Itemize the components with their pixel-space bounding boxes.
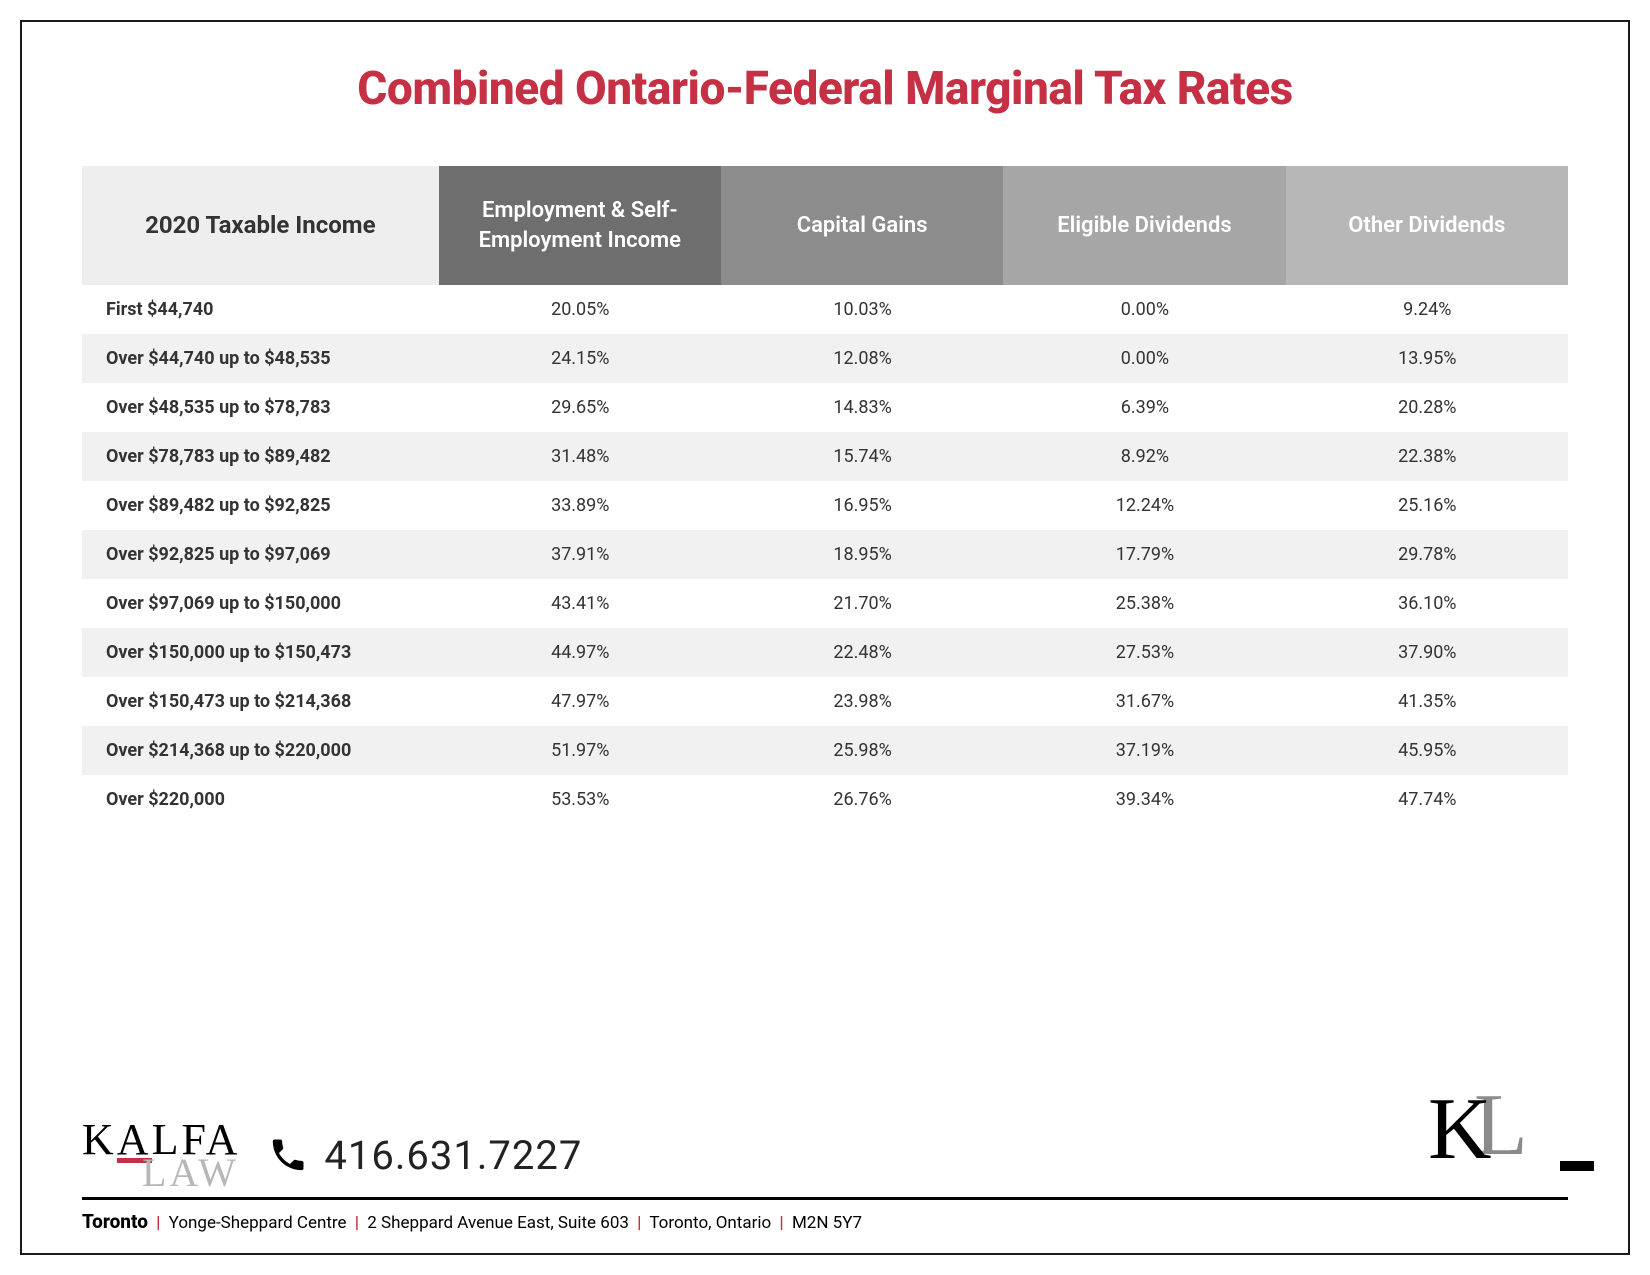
value-cell: 10.03%: [721, 285, 1003, 334]
logo-line2: LAW: [142, 1157, 240, 1189]
value-cell: 25.38%: [1003, 579, 1285, 628]
table-header-row: 2020 Taxable Income Employment & Self-Em…: [82, 166, 1568, 285]
value-cell: 18.95%: [721, 530, 1003, 579]
footer-left-group: KALFA LAW 416.631.7227: [82, 1122, 582, 1189]
table-row: Over $220,00053.53%26.76%39.34%47.74%: [82, 775, 1568, 824]
value-cell: 36.10%: [1286, 579, 1568, 628]
footer-top-row: KALFA LAW 416.631.7227 L K: [82, 1099, 1568, 1200]
address-sep: |: [351, 1213, 363, 1233]
value-cell: 20.28%: [1286, 383, 1568, 432]
value-cell: 25.16%: [1286, 481, 1568, 530]
monogram-k: K: [1428, 1099, 1492, 1161]
bracket-cell: Over $48,535 up to $78,783: [82, 383, 439, 432]
value-cell: 27.53%: [1003, 628, 1285, 677]
value-cell: 29.65%: [439, 383, 721, 432]
address-part-3: M2N 5Y7: [792, 1213, 862, 1233]
col-header-income: 2020 Taxable Income: [82, 166, 439, 285]
bracket-cell: Over $44,740 up to $48,535: [82, 334, 439, 383]
value-cell: 14.83%: [721, 383, 1003, 432]
kl-monogram: L K: [1428, 1099, 1568, 1189]
value-cell: 31.67%: [1003, 677, 1285, 726]
value-cell: 24.15%: [439, 334, 721, 383]
value-cell: 26.76%: [721, 775, 1003, 824]
value-cell: 43.41%: [439, 579, 721, 628]
value-cell: 37.90%: [1286, 628, 1568, 677]
value-cell: 12.24%: [1003, 481, 1285, 530]
table-row: Over $97,069 up to $150,00043.41%21.70%2…: [82, 579, 1568, 628]
address-sep: |: [633, 1213, 645, 1233]
col-header-otherdiv: Other Dividends: [1286, 166, 1568, 285]
value-cell: 37.91%: [439, 530, 721, 579]
value-cell: 44.97%: [439, 628, 721, 677]
table-row: Over $150,000 up to $150,47344.97%22.48%…: [82, 628, 1568, 677]
bracket-cell: Over $92,825 up to $97,069: [82, 530, 439, 579]
table-row: Over $89,482 up to $92,82533.89%16.95%12…: [82, 481, 1568, 530]
value-cell: 21.70%: [721, 579, 1003, 628]
value-cell: 41.35%: [1286, 677, 1568, 726]
address-part-1: 2 Sheppard Avenue East, Suite 603: [367, 1213, 629, 1233]
address-part-2: Toronto, Ontario: [649, 1213, 771, 1233]
col-header-capgains: Capital Gains: [721, 166, 1003, 285]
value-cell: 0.00%: [1003, 285, 1285, 334]
table-row: Over $150,473 up to $214,36847.97%23.98%…: [82, 677, 1568, 726]
phone-number: 416.631.7227: [324, 1132, 582, 1179]
address-sep: |: [152, 1213, 164, 1233]
value-cell: 8.92%: [1003, 432, 1285, 481]
page-footer: KALFA LAW 416.631.7227 L K Toronto | Yon…: [82, 1069, 1568, 1233]
value-cell: 15.74%: [721, 432, 1003, 481]
table-body: First $44,74020.05%10.03%0.00%9.24%Over …: [82, 285, 1568, 824]
bracket-cell: Over $220,000: [82, 775, 439, 824]
bracket-cell: Over $78,783 up to $89,482: [82, 432, 439, 481]
phone-icon: [268, 1135, 308, 1175]
document-page: Combined Ontario-Federal Marginal Tax Ra…: [20, 20, 1630, 1255]
tax-rates-table: 2020 Taxable Income Employment & Self-Em…: [82, 166, 1568, 824]
address-part-0: Yonge-Sheppard Centre: [169, 1213, 347, 1233]
col-header-eligdiv: Eligible Dividends: [1003, 166, 1285, 285]
value-cell: 20.05%: [439, 285, 721, 334]
bracket-cell: Over $214,368 up to $220,000: [82, 726, 439, 775]
value-cell: 23.98%: [721, 677, 1003, 726]
page-title: Combined Ontario-Federal Marginal Tax Ra…: [82, 62, 1568, 116]
kalfa-law-logo: KALFA LAW: [82, 1122, 240, 1189]
value-cell: 17.79%: [1003, 530, 1285, 579]
value-cell: 51.97%: [439, 726, 721, 775]
value-cell: 33.89%: [439, 481, 721, 530]
value-cell: 16.95%: [721, 481, 1003, 530]
value-cell: 6.39%: [1003, 383, 1285, 432]
value-cell: 37.19%: [1003, 726, 1285, 775]
table-row: Over $48,535 up to $78,78329.65%14.83%6.…: [82, 383, 1568, 432]
footer-address: Toronto | Yonge-Sheppard Centre | 2 Shep…: [82, 1200, 1568, 1233]
bracket-cell: First $44,740: [82, 285, 439, 334]
value-cell: 45.95%: [1286, 726, 1568, 775]
value-cell: 31.48%: [439, 432, 721, 481]
value-cell: 29.78%: [1286, 530, 1568, 579]
value-cell: 25.98%: [721, 726, 1003, 775]
table-row: Over $92,825 up to $97,06937.91%18.95%17…: [82, 530, 1568, 579]
value-cell: 47.97%: [439, 677, 721, 726]
table-row: Over $78,783 up to $89,48231.48%15.74%8.…: [82, 432, 1568, 481]
bracket-cell: Over $97,069 up to $150,000: [82, 579, 439, 628]
table-row: Over $44,740 up to $48,53524.15%12.08%0.…: [82, 334, 1568, 383]
address-sep: |: [775, 1213, 787, 1233]
monogram-dash: [1560, 1161, 1594, 1171]
table-row: Over $214,368 up to $220,00051.97%25.98%…: [82, 726, 1568, 775]
table-header: 2020 Taxable Income Employment & Self-Em…: [82, 166, 1568, 285]
value-cell: 0.00%: [1003, 334, 1285, 383]
bracket-cell: Over $89,482 up to $92,825: [82, 481, 439, 530]
value-cell: 9.24%: [1286, 285, 1568, 334]
address-city: Toronto: [82, 1210, 148, 1233]
value-cell: 39.34%: [1003, 775, 1285, 824]
value-cell: 22.38%: [1286, 432, 1568, 481]
value-cell: 12.08%: [721, 334, 1003, 383]
value-cell: 13.95%: [1286, 334, 1568, 383]
value-cell: 53.53%: [439, 775, 721, 824]
value-cell: 22.48%: [721, 628, 1003, 677]
phone-block: 416.631.7227: [268, 1132, 582, 1179]
col-header-employment: Employment & Self-Employment Income: [439, 166, 721, 285]
table-row: First $44,74020.05%10.03%0.00%9.24%: [82, 285, 1568, 334]
bracket-cell: Over $150,473 up to $214,368: [82, 677, 439, 726]
bracket-cell: Over $150,000 up to $150,473: [82, 628, 439, 677]
value-cell: 47.74%: [1286, 775, 1568, 824]
